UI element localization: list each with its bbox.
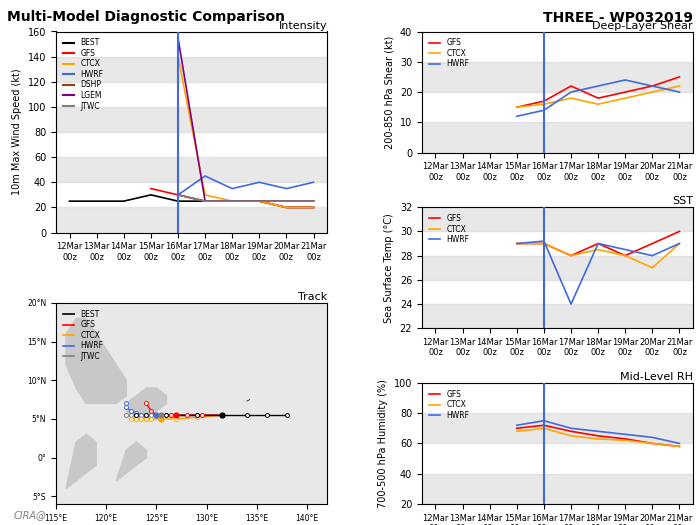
Legend: GFS, CTCX, HWRF: GFS, CTCX, HWRF [426, 387, 472, 423]
Point [150, 411, 162, 419]
Point [131, 411, 142, 419]
Point [146, 411, 157, 419]
Text: Track: Track [298, 292, 327, 302]
Point [156, 415, 167, 423]
Point [141, 415, 152, 423]
Legend: BEST, GFS, CTCX, HWRF, JTWC: BEST, GFS, CTCX, HWRF, JTWC [60, 307, 106, 364]
Polygon shape [116, 442, 146, 481]
Y-axis label: 10m Max Wind Speed (kt): 10m Max Wind Speed (kt) [12, 69, 22, 195]
Y-axis label: 700-500 hPa Humidity (%): 700-500 hPa Humidity (%) [378, 379, 388, 508]
Point [191, 411, 202, 419]
Legend: GFS, CTCX, HWRF: GFS, CTCX, HWRF [426, 35, 472, 71]
Text: Intensity: Intensity [279, 20, 327, 31]
Point [161, 411, 172, 419]
Y-axis label: Sea Surface Temp (°C): Sea Surface Temp (°C) [384, 213, 394, 323]
Bar [56, 157, 327, 182]
Point [141, 411, 152, 419]
Bar [56, 6, 327, 32]
Point [131, 408, 142, 417]
Bar [422, 256, 693, 280]
Point [146, 407, 157, 415]
Point [216, 411, 228, 419]
Point [196, 411, 207, 419]
Point [150, 411, 162, 419]
Bar [422, 207, 693, 232]
Point [241, 411, 252, 419]
Point [191, 411, 202, 419]
Point [261, 411, 272, 419]
Point [216, 411, 228, 419]
Polygon shape [126, 388, 167, 419]
Point [191, 411, 202, 419]
Legend: BEST, GFS, CTCX, HWRF, DSHP, LGEM, JTWC: BEST, GFS, CTCX, HWRF, DSHP, LGEM, JTWC [60, 35, 106, 113]
Bar [56, 207, 327, 233]
Text: CIRA@: CIRA@ [14, 510, 47, 520]
Bar [422, 122, 693, 153]
Legend: GFS, CTCX, HWRF: GFS, CTCX, HWRF [426, 211, 472, 247]
Point [171, 411, 182, 419]
Point [136, 415, 147, 423]
Point [141, 411, 152, 419]
Point [150, 411, 162, 419]
Point [161, 411, 172, 419]
Point [126, 407, 137, 415]
Point [141, 411, 152, 419]
Bar [422, 304, 693, 328]
Point [216, 411, 228, 419]
Text: THREE - WP032019: THREE - WP032019 [543, 10, 693, 25]
Point [120, 400, 132, 408]
Point [171, 415, 182, 423]
Point [131, 415, 142, 423]
Point [166, 411, 177, 419]
Point [171, 411, 182, 419]
Point [281, 411, 293, 419]
Point [136, 411, 147, 419]
Point [191, 413, 202, 422]
Text: Deep-Layer Shear: Deep-Layer Shear [592, 20, 693, 31]
Point [216, 411, 228, 419]
Point [216, 411, 228, 419]
Point [150, 411, 162, 419]
Text: Multi-Model Diagnostic Comparison: Multi-Model Diagnostic Comparison [7, 10, 285, 25]
Point [171, 411, 182, 419]
Text: Mid-Level RH: Mid-Level RH [620, 372, 693, 382]
Bar [422, 62, 693, 92]
Point [131, 411, 142, 419]
Polygon shape [66, 318, 126, 404]
Point [216, 411, 228, 419]
Point [136, 411, 147, 419]
Bar [422, 413, 693, 444]
Polygon shape [66, 434, 96, 489]
Bar [56, 57, 327, 82]
Point [156, 411, 167, 419]
Point [156, 411, 167, 419]
Point [166, 411, 177, 419]
Point [120, 403, 132, 412]
Point [146, 415, 157, 423]
Point [171, 411, 182, 419]
Point [141, 415, 152, 423]
Point [181, 411, 192, 419]
Point [120, 411, 132, 419]
Bar [56, 107, 327, 132]
Bar [422, 474, 693, 504]
Y-axis label: 200-850 hPa Shear (kt): 200-850 hPa Shear (kt) [384, 36, 394, 149]
Point [141, 400, 152, 408]
Point [126, 411, 137, 419]
Point [156, 411, 167, 419]
Point [156, 415, 167, 423]
Text: SST: SST [672, 196, 693, 206]
Bar [422, 353, 693, 383]
Point [126, 415, 137, 423]
